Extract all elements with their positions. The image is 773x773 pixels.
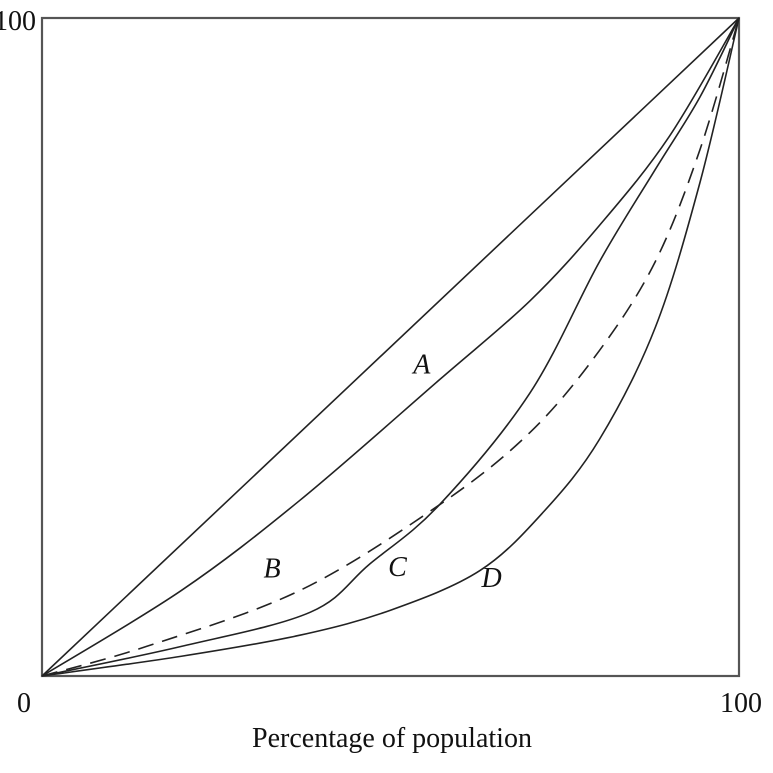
curve-label-a: A	[411, 349, 431, 380]
series-line-c	[41, 17, 740, 677]
series-line-a	[41, 17, 740, 677]
curve-label-d: D	[480, 563, 501, 594]
x-tick-label-0: 0	[17, 688, 31, 719]
curve-label-c: C	[388, 552, 407, 583]
y-tick-label-100: 100	[0, 6, 36, 37]
series-line-b	[41, 17, 740, 677]
series-line-d	[41, 17, 740, 677]
series-line-equality	[41, 17, 740, 677]
curve-label-b: B	[263, 553, 280, 584]
x-axis-label: Percentage of population	[252, 723, 532, 754]
plot-frame	[40, 16, 741, 678]
x-tick-label-100: 100	[720, 688, 762, 719]
